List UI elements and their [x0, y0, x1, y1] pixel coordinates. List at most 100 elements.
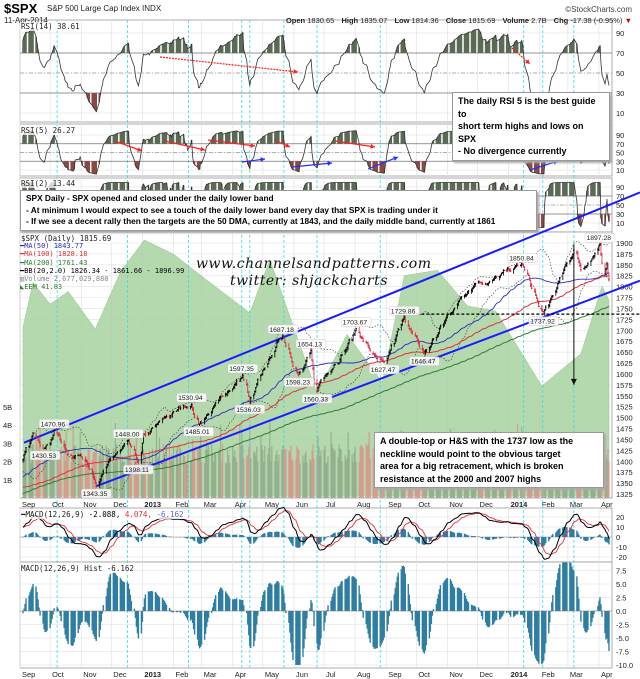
- volume-bar: [344, 455, 346, 498]
- volume-bar: [351, 454, 353, 498]
- x-tick-label-bottom: Apr: [601, 670, 613, 679]
- volume-bar: [606, 459, 608, 498]
- volume-bar: [262, 450, 264, 498]
- volume-bar: [175, 449, 178, 498]
- volume-bar: [81, 462, 83, 498]
- volume-bar: [208, 445, 210, 498]
- rsi5-tick-label: 70: [616, 140, 624, 149]
- volume-bar: [72, 424, 74, 498]
- spx-note: SPX Daily - SPX opened and closed under …: [20, 190, 537, 231]
- volume-bar: [247, 455, 249, 498]
- pivot-label: 1598.23: [285, 380, 310, 387]
- volume-bar: [327, 456, 329, 498]
- volume-bar: [176, 446, 179, 498]
- volume-bar: [233, 456, 235, 498]
- x-tick-label: Oct: [52, 500, 65, 509]
- price-tick-label: 1775: [616, 294, 633, 303]
- volume-bar: [147, 463, 150, 498]
- volume-bar: [295, 459, 297, 498]
- chg-value: -17.38 (-0.95%): [570, 16, 623, 25]
- volume-bar: [205, 449, 207, 498]
- copyright: ©StockCharts.com: [565, 5, 632, 14]
- macd-tick-label: -10: [616, 543, 627, 552]
- volume-bar: [239, 423, 241, 498]
- volume-bar: [347, 432, 349, 498]
- volume-bar: [232, 445, 234, 498]
- price-tick-label: 1325: [616, 490, 633, 499]
- volume-bar: [270, 460, 272, 498]
- price-tick-label: 1475: [616, 425, 633, 434]
- hist-tick-label: -10.0: [616, 661, 633, 670]
- pivot-label: 1530.94: [178, 395, 203, 402]
- volume-tick-label: 2B: [3, 458, 12, 467]
- macd-tick-label: 0: [616, 533, 620, 542]
- volume-bar: [154, 449, 157, 498]
- volume-bar: [338, 444, 340, 498]
- volume-bar: [192, 448, 195, 498]
- legend-ma200: ━MA(200) 1761.43: [20, 258, 88, 267]
- volume-bar: [368, 431, 370, 498]
- volume-bar: [309, 459, 311, 498]
- x-tick-label-bottom: Mar: [570, 670, 583, 679]
- x-tick-label-bottom: Mar: [204, 670, 217, 679]
- volume-bar: [171, 460, 174, 498]
- volume-bar: [155, 422, 158, 498]
- pivot-label: 1343.35: [83, 491, 108, 498]
- volume-bar: [348, 450, 350, 498]
- arrowhead-icon: [553, 160, 558, 165]
- volume-bar: [74, 445, 76, 498]
- high-value: 1835.07: [360, 16, 388, 25]
- volume-bar: [236, 461, 238, 498]
- volume-bar: [326, 462, 328, 498]
- high-label: High: [341, 16, 359, 25]
- ma200-line: [22, 305, 610, 495]
- pivot-label: 1654.13: [297, 341, 322, 348]
- volume-bar: [298, 449, 300, 498]
- volume-bar: [184, 463, 187, 498]
- x-tick-label: 2014: [511, 500, 529, 509]
- x-tick-label-bottom: Oct: [52, 670, 65, 679]
- rsi2-tick-label: 70: [616, 192, 624, 201]
- x-tick-label-bottom: Oct: [418, 670, 431, 679]
- volume-bar: [277, 461, 279, 498]
- pivot-label-box: [81, 488, 112, 499]
- volume-bar: [318, 447, 320, 498]
- volume-bar: [144, 455, 147, 498]
- volume-bar: [79, 432, 81, 498]
- pivot-label-box: [38, 419, 70, 429]
- volume-bar: [339, 448, 341, 498]
- divergence-arrow: [164, 140, 206, 151]
- rsi14-tick-label: 70: [616, 49, 624, 58]
- rsi2-tick-label: 90: [616, 183, 624, 192]
- arrowhead-icon: [327, 161, 332, 166]
- x-tick-label: Mar: [204, 500, 217, 509]
- volume-bar: [320, 450, 322, 498]
- pivot-label: 1646.47: [411, 359, 436, 366]
- hist-tick-label: -2.5: [616, 621, 629, 630]
- volume-bar: [149, 462, 152, 498]
- volume-bar: [143, 454, 146, 498]
- volume-bar: [274, 461, 276, 498]
- volume-bar: [137, 459, 139, 498]
- price-tick-label: 1750: [616, 304, 633, 313]
- bollinger-upper: [22, 240, 610, 461]
- volume-bar: [604, 459, 606, 498]
- price-tick-label: 1700: [616, 326, 633, 335]
- index-name: S&P 500 Large Cap Index INDX: [47, 4, 161, 13]
- rsi14-tick-label: 10: [616, 109, 624, 118]
- volume-bar: [214, 453, 216, 498]
- pivot-label-box: [113, 429, 144, 439]
- volume-bar: [136, 457, 138, 498]
- volume-bar: [134, 460, 136, 498]
- volume-bar: [177, 463, 180, 498]
- volume-bar: [183, 456, 186, 498]
- volume-bar: [161, 460, 164, 498]
- volume-bar: [207, 449, 209, 498]
- volume-bar: [360, 444, 362, 498]
- volume-bar: [193, 447, 196, 498]
- volume-bar: [30, 463, 32, 498]
- pivot-label-box: [283, 377, 315, 387]
- volume-bar: [115, 444, 117, 498]
- macd-value: -2.088,: [88, 510, 121, 519]
- volume-bar: [268, 447, 270, 498]
